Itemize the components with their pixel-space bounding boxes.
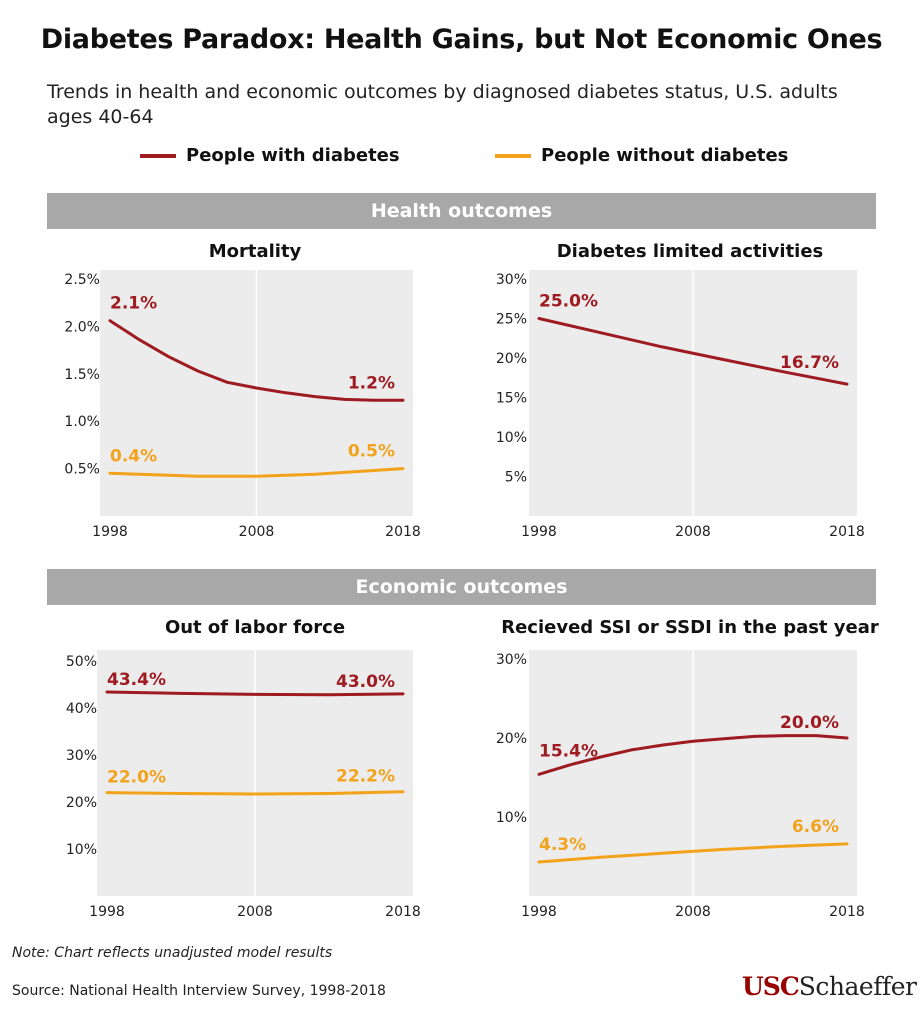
labor-y-tick-label: 40% [66,701,97,717]
labor-end-value-label: 22.2% [336,767,395,787]
ssi-series-line-without-diabetes [537,842,849,864]
limited-y-tick-label: 15% [496,391,527,407]
legend-swatch-with-diabetes [140,153,176,158]
limited-y-tick-label: 25% [496,312,527,328]
legend-label-without-diabetes: People without diabetes [541,145,789,166]
limited-start-value-label: 25.0% [539,292,598,312]
limited-end-value-label: 16.7% [780,353,839,373]
limited-y-tick-label: 20% [496,351,527,367]
legend-item-without-diabetes: People without diabetes [495,145,788,166]
mortality-y-tick-label: 1.5% [64,367,100,383]
legend-item-with-diabetes: People with diabetes [140,145,400,166]
logo-usc: USC [742,972,800,1001]
mortality-x-tick-label: 2008 [239,524,275,540]
legend-label-with-diabetes: People with diabetes [186,145,400,166]
mortality-end-value-label: 0.5% [348,442,395,462]
mortality-start-value-label: 2.1% [110,294,157,314]
source-line: Source: National Health Interview Survey… [12,983,386,999]
ssi-y-tick-label: 20% [496,731,527,747]
limited-x-tick-label: 1998 [521,524,557,540]
section-band-economic: Economic outcomes [47,569,876,605]
mortality-start-value-label: 0.4% [110,446,157,466]
legend: People with diabetes People without diab… [140,145,840,173]
ssi-x-tick-label: 2008 [675,904,711,920]
mortality-series-line-without-diabetes [108,467,405,478]
ssi-y-tick-label: 30% [496,652,527,668]
ssi-end-value-label: 6.6% [792,817,839,837]
mortality-x-tick-label: 2018 [385,524,421,540]
chart-subtitle: Trends in health and economic outcomes b… [47,81,838,128]
ssi-start-value-label: 4.3% [539,835,586,855]
mortality-end-value-label: 1.2% [348,373,395,393]
limited-x-tick-label: 2008 [675,524,711,540]
legend-swatch-without-diabetes [495,153,531,158]
mortality-y-tick-label: 0.5% [64,462,100,478]
panel-title-ssi-ssdi: Recieved SSI or SSDI in the past year [501,617,879,638]
labor-y-tick-label: 10% [66,842,97,858]
labor-start-value-label: 22.0% [107,768,166,788]
limited-y-tick-label: 10% [496,430,527,446]
limited-y-tick-label: 30% [496,272,527,288]
mortality-y-tick-label: 2.0% [64,319,100,335]
labor-x-tick-label: 1998 [89,904,125,920]
labor-y-tick-label: 20% [66,795,97,811]
mortality-y-tick-label: 2.5% [64,272,100,288]
labor-start-value-label: 43.4% [107,670,166,690]
limited-x-tick-label: 2018 [829,524,865,540]
usc-schaeffer-logo: USCSchaeffer [742,972,917,1008]
ssi-start-value-label: 15.4% [539,741,598,761]
labor-x-tick-label: 2018 [385,904,421,920]
labor-end-value-label: 43.0% [336,672,395,692]
panel-title-mortality: Mortality [208,241,302,262]
limited-y-tick-label: 5% [505,470,527,486]
labor-y-tick-label: 50% [66,654,97,670]
limited-series-line-with-diabetes [537,317,849,386]
chart-title: Diabetes Paradox: Health Gains, but Not … [40,24,883,55]
ssi-series-line-with-diabetes [537,734,849,776]
labor-y-tick-label: 30% [66,748,97,764]
panel-title-limited-activities: Diabetes limited activities [556,241,824,262]
mortality-series-line-with-diabetes [108,319,405,402]
labor-x-tick-label: 2008 [237,904,273,920]
ssi-end-value-label: 20.0% [780,713,839,733]
ssi-x-tick-label: 2018 [829,904,865,920]
labor-series-line-with-diabetes [105,690,405,697]
mortality-y-tick-label: 1.0% [64,414,100,430]
mortality-x-tick-label: 1998 [92,524,128,540]
ssi-x-tick-label: 1998 [521,904,557,920]
ssi-y-tick-label: 10% [496,810,527,826]
section-band-health: Health outcomes [47,193,876,229]
panel-title-labor-force: Out of labor force [164,617,346,638]
logo-schaeffer: Schaeffer [798,972,917,1001]
labor-series-line-without-diabetes [105,790,405,796]
footnote: Note: Chart reflects unadjusted model re… [12,945,333,961]
